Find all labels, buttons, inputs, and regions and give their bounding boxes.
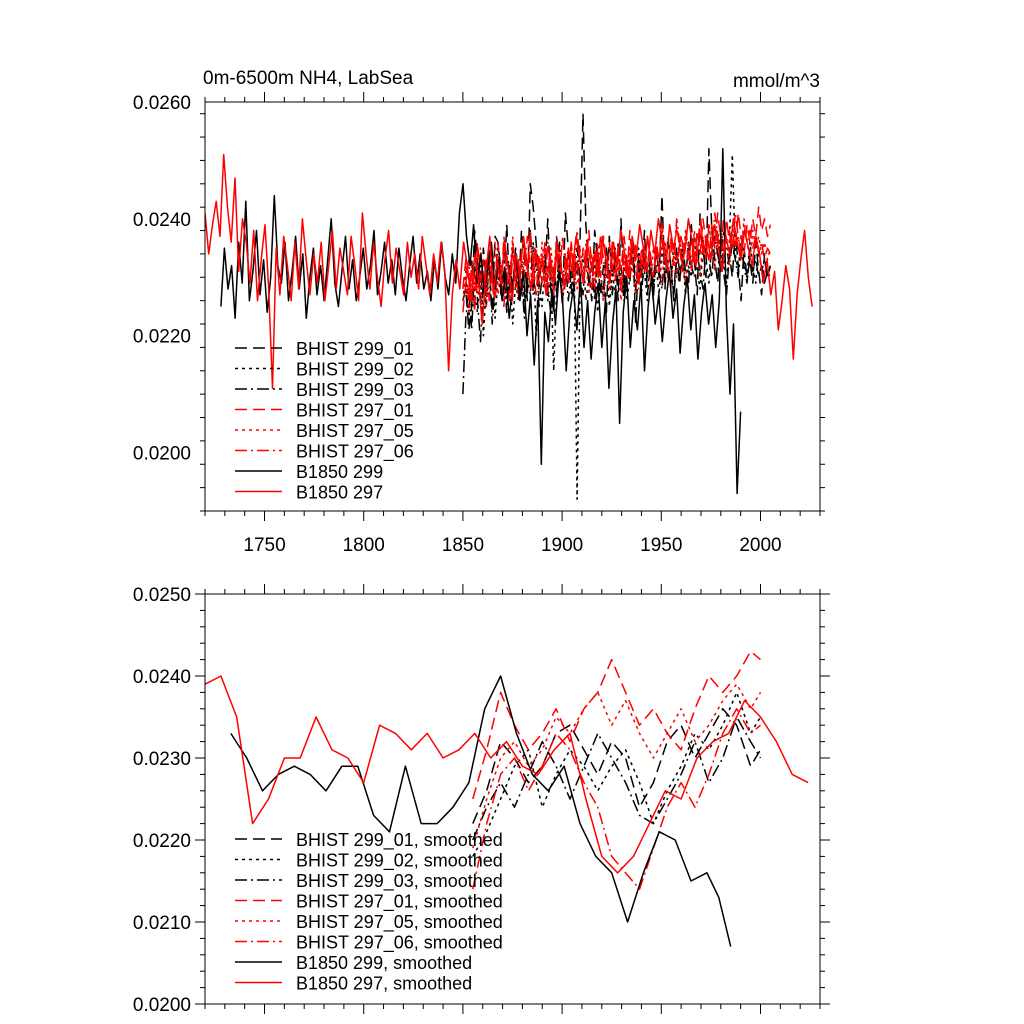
chart-title: 0m-6500m NH4, LabSea [203,68,414,89]
x-tick-label: 1900 [541,535,583,556]
legend-label-b1850-297: B1850 297 [296,483,383,503]
legend-label-b1850-299: B1850 299 [296,462,383,482]
series-line-b1850-299-smoothed [230,675,732,947]
legend-label-bhist-299-01: BHIST 299_01 [296,339,414,360]
legend-label-bhist-297-06: BHIST 297_06 [296,442,414,463]
y-tick-label: 0.0220 [133,831,191,852]
y-tick-label: 0.0220 [133,327,191,348]
y-tick-label: 0.0240 [133,667,191,688]
legend-label-bhist-299-03-smoothed: BHIST 299_03, smoothed [296,871,503,892]
series-line-b1850-299 [220,147,742,495]
y-tick-label: 0.0230 [133,749,191,770]
x-tick-label: 1850 [442,535,484,556]
legend-label-bhist-299-02: BHIST 299_02 [296,360,414,381]
y-tick-label: 0.0250 [133,585,191,606]
legend-label-bhist-297-01: BHIST 297_01 [296,401,414,422]
top-series-group [205,112,813,501]
legend-label-bhist-297-06-smoothed: BHIST 297_06, smoothed [296,933,503,954]
bottom-axes: 0.0200 0.0210 0.0220 0.0230 0.0240 0.0250 [133,584,830,1016]
legend-label-bhist-299-02-smoothed: BHIST 299_02, smoothed [296,851,503,872]
x-tick-label: 1950 [640,535,682,556]
top-panel: 0m-6500m NH4, LabSea mmol/m^3 1750 1800 18… [133,68,825,556]
bottom-panel: 0.0200 0.0210 0.0220 0.0230 0.0240 0.0250 BHI… [133,584,830,1016]
legend-label-bhist-299-01-smoothed: BHIST 299_01, smoothed [296,830,503,851]
series-line-bhist-297-01-smoothed [472,650,761,800]
legend-label-b1850-297-smoothed: B1850 297, smoothed [296,974,472,994]
series-line-bhist-299-03-smoothed [472,716,762,841]
legend-label-bhist-299-03: BHIST 299_03 [296,380,414,401]
series-line-bhist-297-06 [462,212,772,313]
y-tick-label: 0.0210 [133,913,191,934]
legend-label-bhist-297-01-smoothed: BHIST 297_01, smoothed [296,892,503,913]
top-axes: 1750 1800 1850 1900 1950 2000 0.0200 0.0220 0.02… [133,92,825,556]
series-line-bhist-297-05-smoothed [472,683,762,849]
legend-label-b1850-299-smoothed: B1850 299, smoothed [296,953,472,973]
plot-frame [204,593,821,1005]
units-label: mmol/m^3 [733,71,820,92]
x-tick-label: 1800 [343,535,385,556]
x-tick-label: 2000 [739,535,781,556]
series-line-b1850-297-smoothed [205,675,809,874]
series-line-b1850-297 [205,153,813,390]
y-tick-label: 0.0200 [133,995,191,1016]
x-tick-label: 1750 [243,535,285,556]
y-tick-label: 0.0240 [133,210,191,231]
y-tick-label: 0.0260 [133,93,191,114]
bottom-series-group [205,650,809,947]
series-line-bhist-299-01-smoothed [472,708,762,824]
series-line-bhist-297-01 [462,206,772,314]
series-line-bhist-297-06-smoothed [472,708,761,890]
legend-label-bhist-297-05: BHIST 297_05 [296,421,414,442]
legend-label-bhist-297-05-smoothed: BHIST 297_05, smoothed [296,912,503,933]
y-tick-label: 0.0200 [133,444,191,465]
plot-frame [204,101,821,512]
